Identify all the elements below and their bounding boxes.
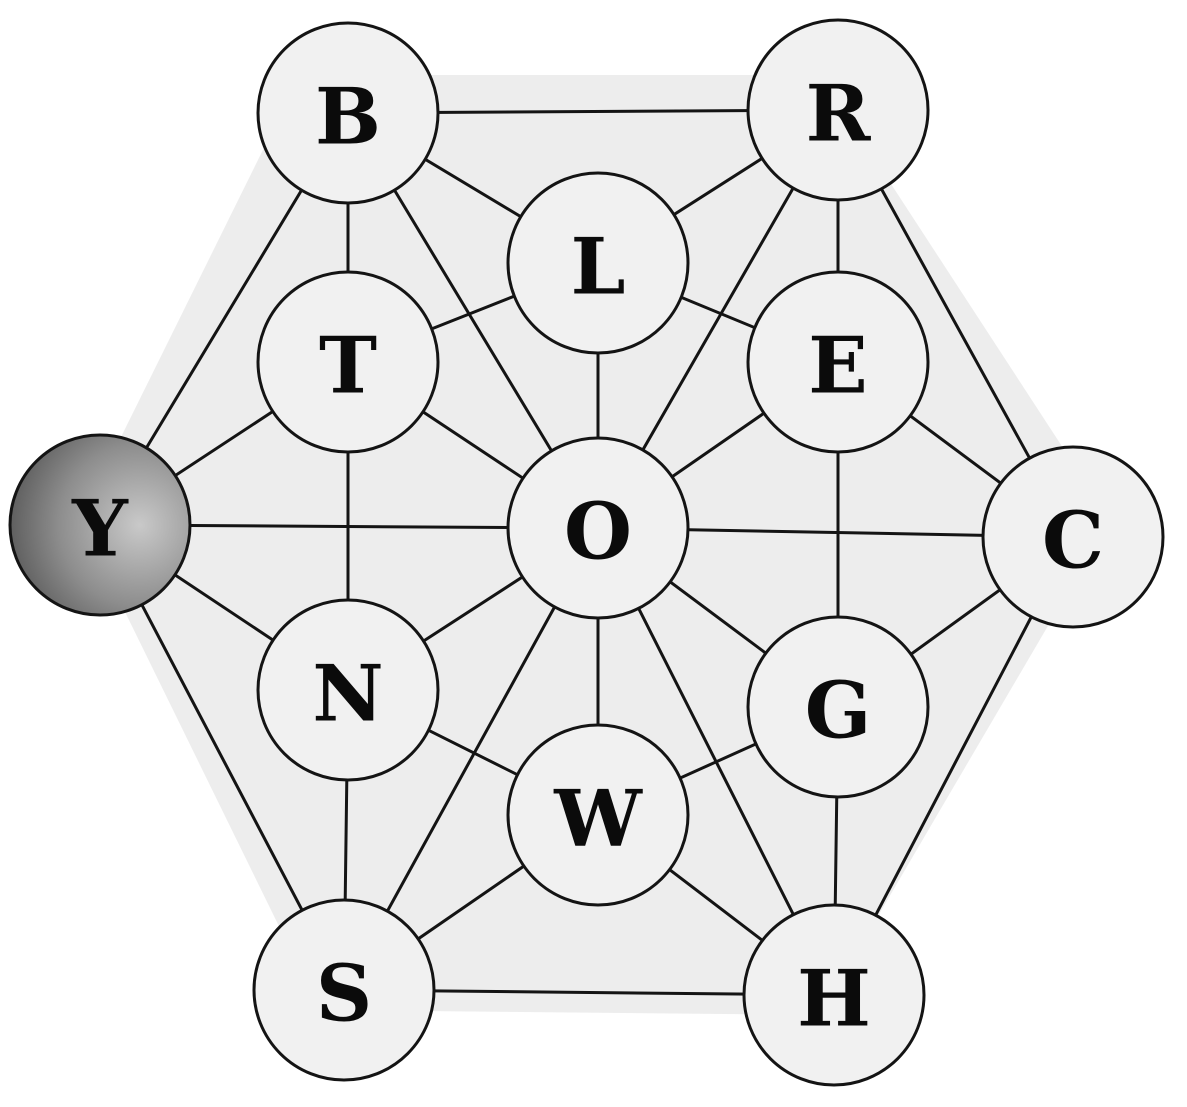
node-circle-t bbox=[256, 270, 440, 454]
node-w: W bbox=[506, 723, 690, 907]
node-y: Y bbox=[8, 433, 192, 617]
node-label-h: H bbox=[797, 954, 871, 1045]
node-label-w: W bbox=[553, 774, 643, 865]
node-label-y: Y bbox=[71, 484, 129, 575]
node-s: S bbox=[252, 898, 436, 1082]
node-label-o: O bbox=[564, 487, 632, 578]
node-circle-l bbox=[506, 171, 690, 355]
node-h: H bbox=[742, 903, 926, 1087]
nodes: B R L T E Y O C N G W S H bbox=[8, 18, 1165, 1087]
node-l: L bbox=[506, 171, 690, 355]
node-label-g: G bbox=[805, 666, 872, 757]
node-r: R bbox=[746, 18, 930, 202]
node-t: T bbox=[256, 270, 440, 454]
node-label-l: L bbox=[571, 222, 626, 313]
node-circle-b bbox=[256, 21, 440, 205]
node-label-e: E bbox=[808, 321, 867, 412]
node-label-s: S bbox=[316, 949, 372, 1040]
node-label-b: B bbox=[315, 72, 381, 163]
node-n: N bbox=[256, 598, 440, 782]
node-circle-h bbox=[742, 903, 926, 1087]
node-c: C bbox=[981, 445, 1165, 629]
node-e: E bbox=[746, 270, 930, 454]
node-label-c: C bbox=[1042, 496, 1104, 587]
node-circle-n bbox=[256, 598, 440, 782]
node-circle-o bbox=[506, 436, 690, 620]
node-circle-y bbox=[8, 433, 192, 617]
node-b: B bbox=[256, 21, 440, 205]
node-o: O bbox=[506, 436, 690, 620]
node-circle-c bbox=[981, 445, 1165, 629]
node-label-r: R bbox=[806, 69, 872, 160]
node-g: G bbox=[746, 615, 930, 799]
node-circle-r bbox=[746, 18, 930, 202]
node-circle-s bbox=[252, 898, 436, 1082]
node-circle-w bbox=[506, 723, 690, 907]
node-circle-e bbox=[746, 270, 930, 454]
node-label-n: N bbox=[312, 649, 383, 740]
node-label-t: T bbox=[319, 321, 377, 412]
node-circle-g bbox=[746, 615, 930, 799]
